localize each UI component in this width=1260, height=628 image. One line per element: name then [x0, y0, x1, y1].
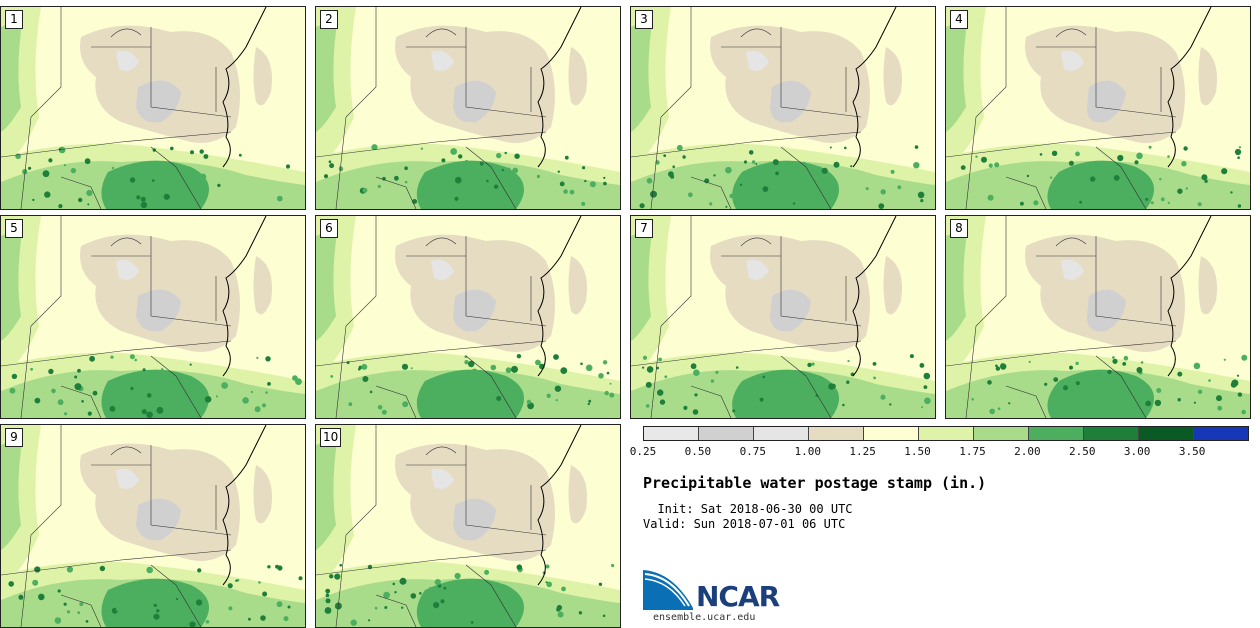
pw-map — [946, 7, 1250, 209]
colorbar-segment — [1029, 427, 1084, 440]
member-number: 2 — [320, 10, 338, 29]
pw-map — [1, 216, 305, 418]
colorbar — [643, 426, 1249, 441]
postage-stamp-8: 8 — [945, 215, 1251, 419]
postage-stamp-5: 5 — [0, 215, 306, 419]
postage-stamp-3: 3 — [630, 6, 936, 210]
postage-stamp-10: 10 — [315, 424, 621, 628]
member-number: 1 — [5, 10, 23, 29]
colorbar-tick-label: 1.50 — [904, 445, 931, 458]
colorbar-tick-label: 0.25 — [629, 445, 657, 458]
member-number: 7 — [635, 219, 653, 238]
member-number: 4 — [950, 10, 968, 29]
postage-stamp-2: 2 — [315, 6, 621, 210]
pw-map — [631, 216, 935, 418]
member-number: 9 — [5, 428, 23, 447]
colorbar-tick-label: 3.00 — [1123, 445, 1151, 458]
colorbar-tick-label: 1.25 — [849, 445, 876, 458]
colorbar-segment — [809, 427, 864, 440]
pw-map — [316, 7, 620, 209]
pw-map — [946, 216, 1250, 418]
colorbar-tick-label: 1.00 — [794, 445, 821, 458]
colorbar-segment — [754, 427, 809, 440]
pw-map — [631, 7, 935, 209]
member-number: 3 — [635, 10, 653, 29]
postage-stamp-4: 4 — [945, 6, 1251, 210]
pw-map — [316, 216, 620, 418]
member-number: 6 — [320, 219, 338, 238]
pw-map — [1, 425, 305, 627]
plot-title: Precipitable water postage stamp (in.) — [643, 474, 987, 492]
colorbar-tick-label: 0.50 — [684, 445, 712, 458]
init-time: Init: Sat 2018-06-30 00 UTC — [643, 502, 853, 516]
colorbar-segment — [974, 427, 1029, 440]
colorbar-tick-label: 3.50 — [1178, 445, 1206, 458]
colorbar-tick-label: 2.00 — [1014, 445, 1041, 458]
colorbar-tick-label: 0.75 — [739, 445, 767, 458]
member-number: 5 — [5, 219, 23, 238]
colorbar-tick-label: 1.75 — [959, 445, 986, 458]
colorbar-segment — [919, 427, 974, 440]
postage-stamp-9: 9 — [0, 424, 306, 628]
ncar-wordmark: NCAR — [696, 580, 780, 613]
pw-map — [1, 7, 305, 209]
colorbar-segment — [699, 427, 754, 440]
ensemble-url: ensemble.ucar.edu — [653, 612, 756, 623]
colorbar-segment — [644, 427, 699, 440]
colorbar-segment — [1084, 427, 1139, 440]
colorbar-segment — [1139, 427, 1194, 440]
ncar-logo-icon — [643, 570, 693, 610]
colorbar-segment — [1194, 427, 1248, 440]
colorbar-tick-label: 2.50 — [1069, 445, 1096, 458]
postage-stamp-1: 1 — [0, 6, 306, 210]
pw-map — [316, 425, 620, 627]
member-number: 10 — [320, 428, 342, 447]
colorbar-segment — [864, 427, 919, 440]
valid-time: Valid: Sun 2018-07-01 06 UTC — [643, 517, 846, 531]
member-number: 8 — [950, 219, 968, 238]
postage-stamp-6: 6 — [315, 215, 621, 419]
postage-stamp-7: 7 — [630, 215, 936, 419]
